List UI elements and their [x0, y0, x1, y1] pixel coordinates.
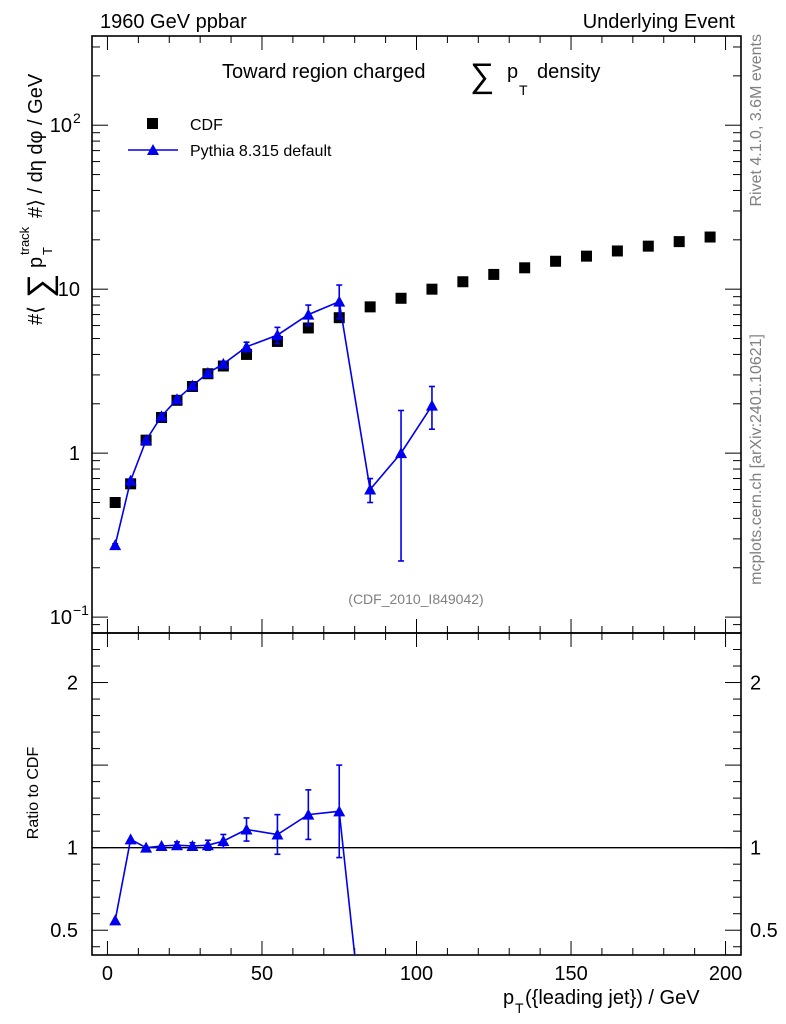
ratio-data-point	[186, 840, 199, 852]
legend-cdf-label: CDF	[190, 117, 223, 134]
y-tick-label-main: 10	[50, 607, 72, 629]
y-tick-label-main-exp: 2	[73, 110, 81, 126]
ratio-data-point	[109, 914, 122, 926]
pythia-data-point	[186, 379, 199, 391]
ratio-data-point	[217, 835, 230, 847]
y-tick-label-main: 10	[58, 279, 80, 301]
ratio-data-point	[333, 805, 346, 817]
ratio-data-point	[240, 823, 253, 835]
ratio-data-point	[201, 839, 214, 851]
ylabel-sum-symbol: ∑	[21, 274, 59, 298]
x-tick-label: 200	[709, 963, 742, 985]
pythia-data-point	[140, 434, 153, 446]
pythia-data-point	[201, 367, 214, 379]
cdf-data-point	[395, 292, 407, 304]
cdf-data-point	[302, 322, 314, 334]
y-axis-label-ratio: Ratio to CDF	[25, 747, 42, 840]
y-tick-label-main-exp: −1	[73, 602, 89, 618]
pythia-data-point	[170, 393, 183, 405]
legend-pythia-label: Pythia 8.315 default	[190, 143, 332, 160]
x-tick-label: 50	[251, 963, 273, 985]
pythia-data-point	[155, 410, 168, 422]
title-var-sub: T	[519, 82, 528, 98]
pythia-data-point	[364, 483, 377, 495]
legend: CDF Pythia 8.315 default	[128, 117, 332, 160]
ratio-plot-frame	[91, 632, 742, 956]
cdf-data-point	[704, 231, 716, 243]
legend-pythia-marker	[147, 144, 159, 155]
process-label: Underlying Event	[583, 11, 736, 33]
y-tick-label-ratio-left: 2	[67, 673, 78, 695]
title-text: Toward region charged	[222, 61, 425, 83]
pythia-data-point	[240, 340, 253, 352]
axis-ticks	[92, 36, 741, 955]
y-tick-label-ratio-right: 1	[750, 838, 761, 860]
x-tick-label: 100	[400, 963, 433, 985]
pythia-data-point	[271, 329, 284, 341]
pythia-data-point	[333, 295, 346, 307]
ratio-data-point	[271, 828, 284, 840]
ratio-data-point	[140, 841, 153, 853]
mcplots-label: mcplots.cern.ch [arXiv:2401.10621]	[748, 334, 765, 585]
y-tick-label-ratio-right: 0.5	[750, 920, 778, 942]
cdf-data-point	[550, 255, 562, 267]
cdf-data-point	[611, 245, 623, 257]
pythia-data-point	[124, 474, 137, 486]
xlabel-suffix: ({leading jet}) / GeV	[525, 987, 700, 1009]
pythia-data-point	[395, 447, 408, 459]
y-tick-label-main: 1	[69, 443, 80, 465]
main-series-layer	[109, 231, 716, 562]
ratio-line	[114, 810, 356, 956]
y-tick-label-ratio-left: 1	[67, 838, 78, 860]
y-axis-label-main: #⟨ ∑ p track T #⟩ / dη dφ / GeV	[17, 73, 59, 325]
title-suffix: density	[537, 61, 600, 83]
analysis-id: (CDF_2010_I849042)	[348, 591, 483, 607]
ratio-data-point	[170, 839, 183, 851]
x-axis-label: p T ({leading jet}) / GeV	[503, 987, 700, 1016]
rivet-label: Rivet 4.1.0, 3.6M events	[748, 34, 765, 207]
y-tick-label-ratio-right: 2	[750, 673, 761, 695]
legend-cdf-marker	[147, 118, 158, 129]
title-var: p	[507, 61, 518, 83]
pythia-data-point	[425, 399, 438, 411]
cdf-data-point	[109, 497, 121, 509]
energy-label: 1960 GeV ppbar	[100, 11, 247, 33]
pythia-data-point	[217, 357, 230, 369]
cdf-data-point	[642, 240, 654, 252]
cdf-data-point	[519, 262, 531, 274]
xlabel-var: p	[503, 987, 514, 1009]
y-tick-label-main: 10	[50, 115, 72, 137]
title-sum-symbol: ∑	[470, 57, 494, 95]
ylabel-prefix: #⟨	[25, 306, 47, 325]
ratio-data-point	[124, 833, 137, 845]
ylabel-sub: T	[40, 247, 55, 255]
cdf-data-point	[488, 268, 500, 280]
ylabel-sup: track	[17, 226, 32, 255]
x-tick-label: 0	[102, 963, 113, 985]
plot-title: Toward region charged ∑ p T density	[222, 57, 600, 98]
ylabel-suffix: #⟩ / dη dφ / GeV	[25, 73, 47, 218]
ratio-series-layer	[109, 764, 356, 956]
ylabel-var: p	[25, 257, 47, 268]
cdf-data-point	[241, 348, 253, 360]
x-tick-label: 150	[554, 963, 587, 985]
cdf-data-point	[364, 301, 376, 313]
cdf-data-point	[580, 250, 592, 262]
pythia-data-point	[109, 539, 122, 551]
xlabel-sub: T	[515, 1000, 524, 1016]
cdf-data-point	[426, 283, 438, 295]
ratio-data-point	[155, 840, 168, 852]
pythia-data-point	[302, 308, 315, 320]
cdf-data-point	[457, 276, 469, 288]
cdf-data-point	[673, 236, 685, 248]
ratio-data-point	[302, 808, 315, 820]
y-tick-label-ratio-left: 0.5	[50, 920, 78, 942]
